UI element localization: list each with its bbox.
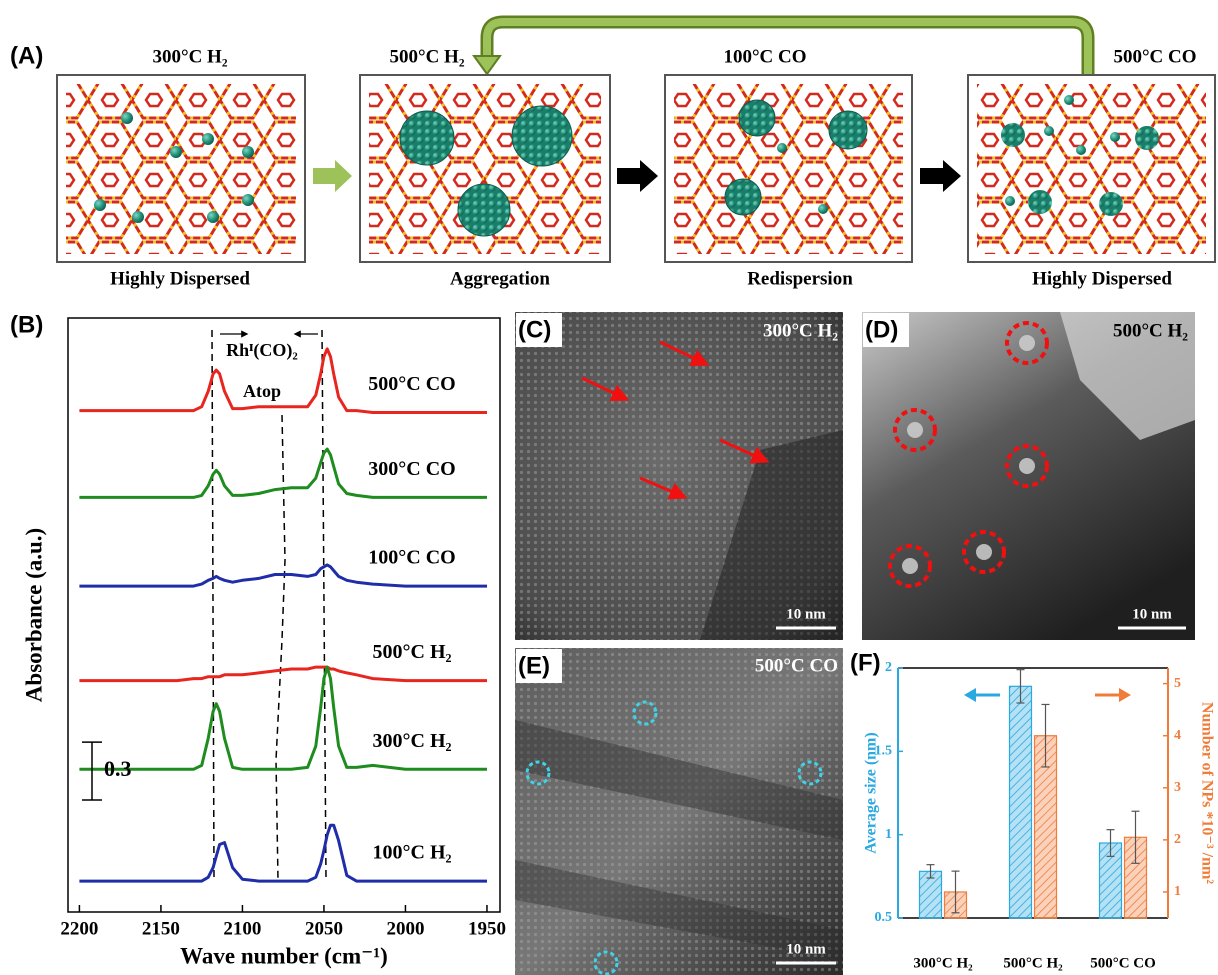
- x-tick-label: 500°C CO: [1090, 955, 1156, 971]
- image-condition: 500°C CO: [755, 655, 838, 676]
- spectrum-label: 300°C H₂: [373, 730, 452, 752]
- panel-label: (F): [850, 649, 881, 676]
- condition-label: 300°C H₂: [152, 46, 227, 67]
- spectrum-label: 100°C H₂: [373, 842, 452, 864]
- x-tick-label: 300°C H₂: [913, 955, 973, 971]
- state-label: Highly Dispersed: [110, 268, 250, 289]
- panel-label: (E): [518, 652, 550, 679]
- feedback-arrowhead: [472, 55, 502, 76]
- state-label: Aggregation: [450, 268, 550, 289]
- y-tick-label: 1: [885, 827, 892, 842]
- condition-label: 500°C H₂: [389, 46, 464, 67]
- stem-image: [515, 312, 843, 640]
- state-label: Highly Dispersed: [1032, 268, 1172, 289]
- step-arrow: [313, 160, 352, 192]
- guide-lines: [211, 329, 327, 881]
- x-axis-label: Wave number (cm⁻¹): [180, 943, 388, 968]
- y2-tick-label: 1: [1174, 884, 1181, 899]
- panel-label: (C): [518, 316, 551, 343]
- scheme-box: [359, 74, 611, 263]
- step-arrow: [920, 160, 961, 192]
- spectrum: [79, 665, 487, 683]
- y2-tick-label: 5: [1174, 676, 1181, 691]
- y-tick-label: 2: [885, 660, 892, 675]
- panel-label: (D): [865, 316, 898, 343]
- spectrum: [79, 347, 487, 414]
- scheme-box: [56, 74, 306, 263]
- image-condition: 500°C H₂: [1113, 320, 1188, 341]
- spectrum: [79, 447, 487, 499]
- spectrum-label: 300°C CO: [368, 458, 455, 480]
- x-tick-label: 2050: [305, 918, 343, 939]
- axis-hint-arrow: [1119, 688, 1131, 702]
- scale-label: 10 nm: [786, 606, 826, 622]
- spectrum-label: 500°C H₂: [373, 641, 452, 663]
- x-tick-label: 2100: [223, 918, 261, 939]
- stem-image: [862, 312, 1195, 640]
- condition-label: 100°C CO: [723, 46, 806, 67]
- step-arrow: [617, 160, 658, 192]
- y2-tick-label: 3: [1174, 780, 1181, 795]
- x-tick-label: 2000: [386, 918, 424, 939]
- scheme-box: [967, 74, 1216, 263]
- state-label: Redispersion: [747, 268, 853, 289]
- panel-label: (B): [10, 311, 43, 338]
- spectrum: [79, 563, 487, 588]
- y2-axis-label: Number of NPs *10⁻³ /nm²: [1198, 702, 1215, 884]
- y-tick-label: 0.5: [875, 910, 893, 925]
- plot-frame: [67, 317, 501, 913]
- spectrum-label: 500°C CO: [368, 373, 455, 395]
- bar: [1008, 685, 1033, 919]
- x-tick-label: 2150: [142, 918, 180, 939]
- stem-image: [515, 648, 843, 975]
- image-condition: 300°C H₂: [763, 320, 838, 341]
- y2-tick-label: 2: [1174, 832, 1181, 847]
- label-box: [516, 649, 562, 683]
- x-tick-label: 500°C H₂: [1003, 955, 1063, 971]
- x-tick-label: 1950: [468, 918, 506, 939]
- feedback-arrow-fill: [483, 18, 1092, 75]
- scale-label: 10 nm: [786, 941, 826, 957]
- panel-label: (A): [10, 42, 43, 69]
- x-tick-label: 2200: [60, 918, 98, 939]
- y-tick-label: 1.5: [875, 744, 893, 759]
- spectrum-label: 100°C CO: [368, 547, 455, 569]
- y2-tick-label: 4: [1174, 728, 1181, 743]
- axis-hint-arrow: [964, 688, 976, 702]
- annotation: Atop: [243, 381, 281, 401]
- scale-label: 10 nm: [1132, 606, 1172, 622]
- annotation: Rhᴵ(CO)₂: [226, 340, 298, 361]
- y-axis-label: Average size (nm): [863, 732, 880, 853]
- spectrum: [79, 665, 487, 771]
- spectrum: [79, 823, 487, 883]
- y-axis-label: Absorbance (a.u.): [21, 528, 46, 702]
- scale-bar-label: 0.3: [104, 756, 132, 781]
- label-box: [516, 313, 562, 347]
- condition-label: 500°C CO: [1113, 46, 1196, 67]
- label-box: [863, 313, 909, 347]
- scheme-box: [664, 74, 913, 263]
